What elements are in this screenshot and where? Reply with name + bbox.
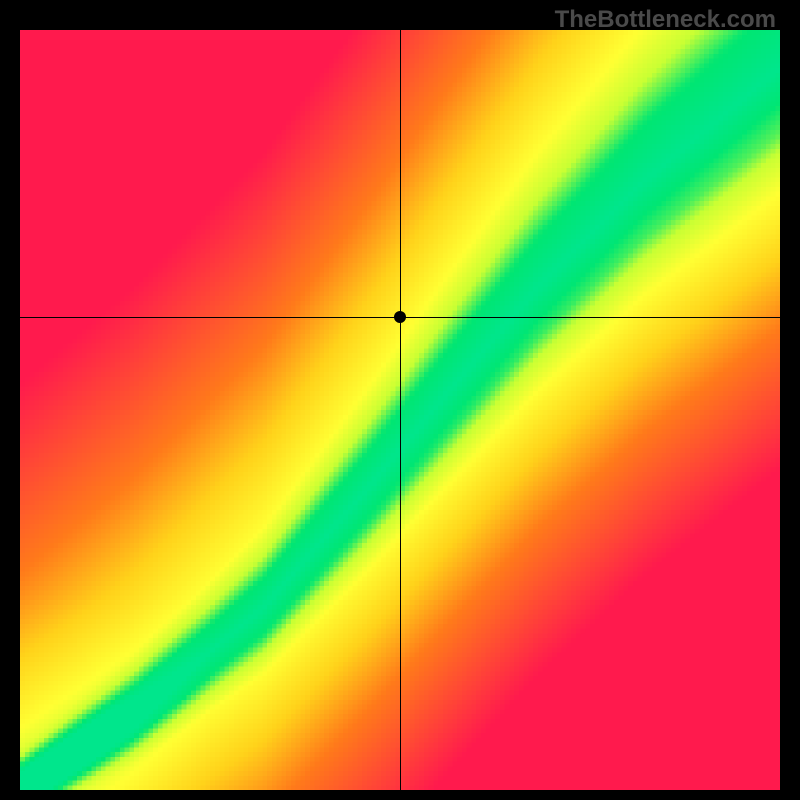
crosshair-marker-dot (394, 311, 406, 323)
crosshair-vertical (400, 30, 401, 790)
chart-container: TheBottleneck.com (0, 0, 800, 800)
watermark-text: TheBottleneck.com (555, 6, 776, 34)
plot-area (20, 30, 780, 790)
